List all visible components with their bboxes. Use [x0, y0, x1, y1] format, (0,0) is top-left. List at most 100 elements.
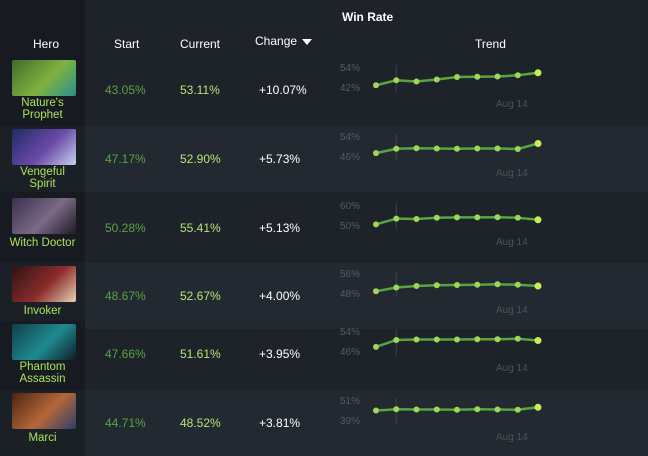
current-winrate: 51.61% — [180, 347, 221, 361]
trend-ymin-label: 42% — [340, 83, 360, 94]
hero-row[interactable]: Phantom Assassin 47.66% 51.61% +3.95% 54% 46% A… — [0, 321, 648, 387]
hero-name[interactable]: Prophet — [22, 109, 63, 121]
winrate-change: +3.81% — [259, 416, 301, 430]
trend-sparkline[interactable]: 54% 46% Aug 14 — [335, 126, 555, 192]
winrate-change: +10.07% — [259, 83, 307, 97]
trend-sparkline[interactable]: 60% 50% Aug 14 — [335, 195, 555, 261]
trend-point — [474, 145, 481, 152]
hero-name[interactable]: Witch Doctor — [9, 237, 76, 249]
trend-point — [393, 145, 400, 152]
trend-date-label: Aug 14 — [496, 363, 528, 374]
trend-point — [534, 337, 542, 344]
trend-point — [433, 336, 440, 343]
trend-ymax-label: 60% — [340, 201, 360, 212]
trend-point — [373, 221, 379, 228]
trend-date-label: Aug 14 — [496, 99, 528, 110]
trend-ymin-label: 48% — [340, 289, 360, 300]
trend-point — [474, 214, 481, 221]
hero-row[interactable]: Invoker 48.67% 52.67% +4.00% 56% 48% Aug 14 — [0, 263, 648, 329]
trend-point — [474, 336, 481, 343]
trend-point — [494, 145, 501, 152]
trend-point — [393, 284, 400, 291]
trend-sparkline[interactable]: 51% 39% Aug 14 — [335, 390, 555, 456]
trend-point — [433, 76, 440, 83]
trend-point — [433, 145, 440, 152]
trend-point — [393, 77, 400, 84]
trend-point — [514, 281, 521, 288]
trend-point — [393, 215, 400, 222]
column-header-current[interactable]: Current — [180, 37, 221, 51]
hero-name[interactable]: Nature's — [21, 97, 64, 109]
hero-name[interactable]: Invoker — [23, 305, 62, 317]
hero-row[interactable]: Witch Doctor 50.28% 55.41% +5.13% 60% 50% Aug … — [0, 195, 648, 261]
winrate-change: +3.95% — [259, 347, 301, 361]
hero-cell[interactable]: Phantom Assassin — [0, 321, 85, 387]
hero-cell[interactable]: Marci — [0, 390, 85, 456]
start-winrate: 50.28% — [105, 221, 146, 235]
trend-point — [373, 288, 379, 295]
start-winrate: 48.67% — [105, 289, 146, 303]
trend-point — [534, 403, 542, 411]
trend-point — [494, 73, 501, 80]
trend-point — [514, 146, 521, 152]
winrate-change: +5.13% — [259, 221, 301, 235]
hero-name[interactable]: Phantom — [19, 361, 66, 373]
trend-point — [373, 343, 379, 350]
hero-portrait[interactable] — [12, 129, 76, 165]
trend-point — [514, 214, 521, 221]
current-winrate: 52.90% — [180, 152, 221, 166]
column-header-change[interactable]: Change — [255, 34, 313, 48]
hero-portrait[interactable] — [12, 393, 76, 429]
hero-cell[interactable]: Nature's Prophet — [0, 57, 85, 123]
trend-point — [413, 78, 420, 85]
trend-ymax-label: 54% — [340, 327, 360, 338]
hero-portrait[interactable] — [12, 198, 76, 234]
trend-sparkline[interactable]: 56% 48% Aug 14 — [335, 263, 555, 329]
trend-point — [393, 337, 400, 343]
hero-cell[interactable]: Invoker — [0, 263, 85, 329]
trend-point — [514, 406, 521, 413]
trend-ymin-label: 46% — [340, 347, 360, 358]
start-winrate: 43.05% — [105, 83, 146, 97]
column-header-hero: Hero — [33, 37, 60, 51]
trend-ymin-label: 46% — [340, 152, 360, 163]
trend-date-label: Aug 14 — [496, 237, 528, 248]
hero-row[interactable]: Nature's Prophet 43.05% 53.11% +10.07% 54% 42%… — [0, 57, 648, 123]
trend-point — [534, 69, 542, 77]
current-winrate: 53.11% — [180, 83, 220, 97]
hero-portrait[interactable] — [12, 60, 76, 96]
hero-portrait[interactable] — [12, 266, 76, 302]
column-header-trend: Trend — [475, 37, 506, 51]
hero-cell[interactable]: Vengeful Spirit — [0, 126, 85, 192]
hero-cell[interactable]: Witch Doctor — [0, 195, 85, 261]
winrate-change: +4.00% — [259, 289, 301, 303]
hero-name[interactable]: Vengeful — [20, 166, 65, 178]
column-header-start[interactable]: Start — [114, 37, 140, 51]
trend-point — [413, 283, 420, 289]
trend-sparkline[interactable]: 54% 42% Aug 14 — [335, 57, 555, 123]
trend-point — [474, 406, 481, 413]
trend-point — [433, 282, 440, 289]
trend-point — [393, 406, 400, 413]
hero-name[interactable]: Marci — [28, 432, 57, 444]
hero-row[interactable]: Vengeful Spirit 47.17% 52.90% +5.73% 54% 46% Au… — [0, 126, 648, 192]
hero-name[interactable]: Spirit — [29, 178, 56, 190]
trend-date-label: Aug 14 — [496, 168, 528, 179]
trend-point — [494, 214, 501, 221]
current-winrate: 55.41% — [180, 221, 221, 235]
trend-point — [413, 406, 420, 413]
hero-row[interactable]: Marci 44.71% 48.52% +3.81% 51% 39% Aug 14 — [0, 390, 648, 456]
win-rate-title: Win Rate — [342, 10, 394, 24]
trend-point — [534, 282, 542, 290]
trend-point — [454, 336, 460, 343]
trend-ymin-label: 39% — [340, 416, 360, 427]
trend-point — [413, 336, 420, 343]
trend-point — [454, 282, 460, 288]
winrate-change: +5.73% — [259, 152, 301, 166]
trend-point — [454, 145, 460, 152]
hero-name[interactable]: Assassin — [19, 373, 66, 385]
trend-point — [494, 406, 501, 413]
hero-portrait[interactable] — [12, 324, 76, 360]
trend-point — [494, 336, 501, 343]
trend-sparkline[interactable]: 54% 46% Aug 14 — [335, 321, 555, 387]
